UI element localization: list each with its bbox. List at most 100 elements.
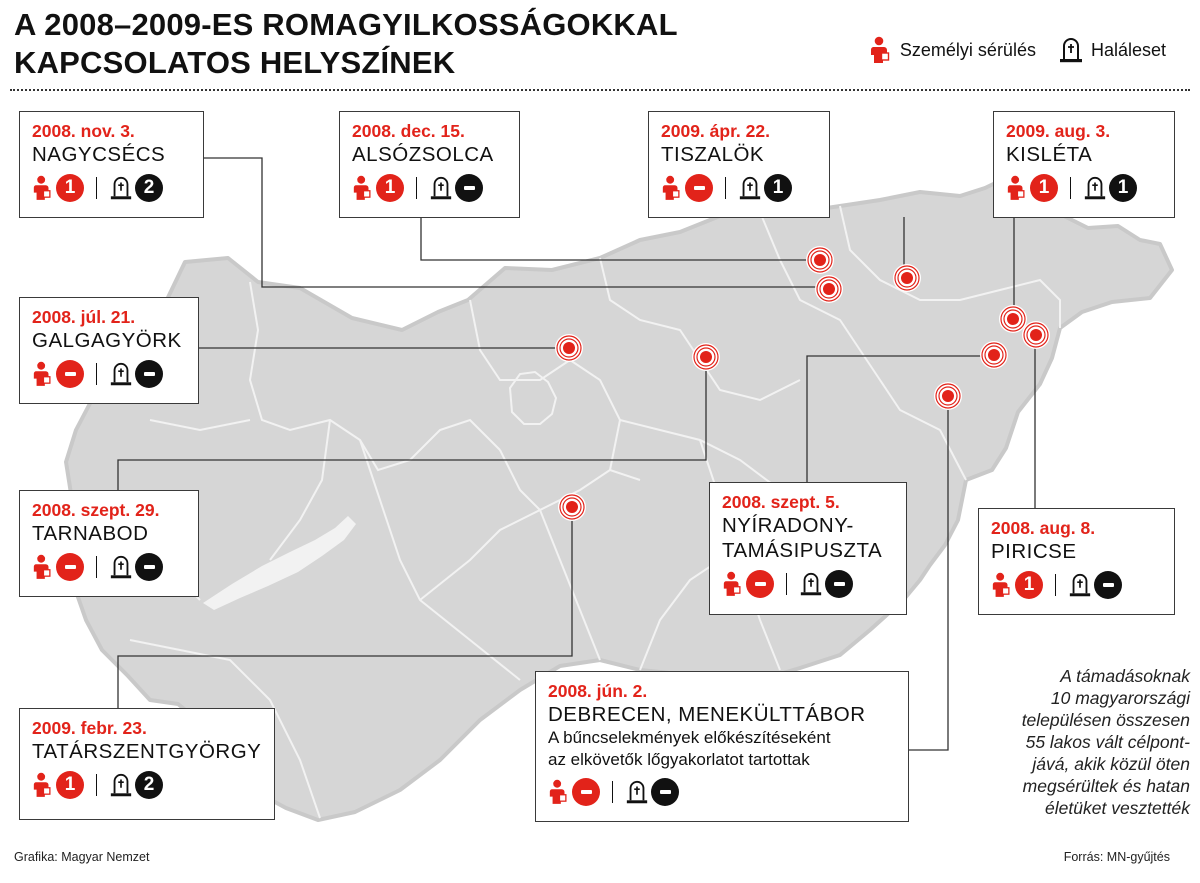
incident-place: NAGYCSÉCS bbox=[32, 143, 166, 166]
incident-date: 2008. júl. 21. bbox=[32, 307, 136, 327]
stat-separator bbox=[96, 177, 97, 199]
injury-stat bbox=[32, 360, 84, 388]
death-count bbox=[651, 778, 679, 806]
card-kisleta: 2009. aug. 3. KISLÉTA 1 1 bbox=[993, 111, 1175, 218]
card-galgagyork: 2008. júl. 21. GALGAGYÖRK bbox=[19, 297, 199, 404]
summary-line-1: A támadásoknak bbox=[1060, 666, 1190, 686]
death-stat bbox=[109, 553, 163, 581]
death-stat: 2 bbox=[109, 174, 163, 202]
death-count bbox=[1094, 571, 1122, 599]
location-markers bbox=[555, 246, 1050, 521]
incident-place: GALGAGYÖRK bbox=[32, 329, 182, 352]
incident-stats: 1 2 bbox=[32, 771, 260, 799]
summary-line-4: 55 lakos vált célpont- bbox=[1025, 732, 1190, 752]
marker-galgagyork bbox=[555, 334, 583, 362]
incident-date: 2008. nov. 3. bbox=[32, 121, 135, 141]
injury-stat: 1 bbox=[32, 174, 84, 202]
marker-tarnabod bbox=[692, 343, 720, 371]
title-divider bbox=[10, 89, 1190, 91]
stat-separator bbox=[96, 556, 97, 578]
injury-count: 1 bbox=[1015, 571, 1043, 599]
incident-date: 2008. dec. 15. bbox=[352, 121, 465, 141]
lake-balaton bbox=[203, 516, 356, 610]
incident-stats: 1 bbox=[352, 174, 505, 202]
injured-person-icon bbox=[32, 554, 54, 580]
incident-date: 2008. szept. 29. bbox=[32, 500, 160, 520]
card-tiszalok: 2009. ápr. 22. TISZALÖK 1 bbox=[648, 111, 830, 218]
legend-death-label: Haláleset bbox=[1090, 39, 1166, 60]
injury-count bbox=[685, 174, 713, 202]
summary-line-7: életüket vesztették bbox=[1045, 798, 1190, 818]
incident-note-line-1: A bűncselekmények előkészítéseként bbox=[548, 728, 831, 747]
stat-separator bbox=[612, 781, 613, 803]
stat-separator bbox=[1055, 574, 1056, 596]
injured-person-icon bbox=[722, 571, 744, 597]
incident-place: TATÁRSZENTGYÖRGY bbox=[32, 740, 262, 763]
card-alsozsolca: 2008. dec. 15. ALSÓZSOLCA 1 bbox=[339, 111, 520, 218]
card-tarnabod: 2008. szept. 29. TARNABOD bbox=[19, 490, 199, 597]
injured-person-icon bbox=[991, 572, 1013, 598]
card-nagycsecs: 2008. nov. 3. NAGYCSÉCS 1 2 bbox=[19, 111, 204, 218]
incident-date: 2009. ápr. 22. bbox=[661, 121, 770, 141]
death-count: 1 bbox=[1109, 174, 1137, 202]
incident-place: KISLÉTA bbox=[1006, 143, 1093, 166]
stat-separator bbox=[96, 363, 97, 385]
death-count bbox=[135, 360, 163, 388]
marker-kisleta bbox=[999, 305, 1027, 333]
incident-place: DEBRECEN, MENEKÜLTTÁBOR bbox=[548, 703, 866, 726]
stat-separator bbox=[416, 177, 417, 199]
injured-person-icon bbox=[661, 175, 683, 201]
marker-tiszalok bbox=[893, 264, 921, 292]
injury-count bbox=[56, 553, 84, 581]
death-stat: 1 bbox=[738, 174, 792, 202]
incident-place-line-2: TAMÁSIPUSZTA bbox=[722, 539, 883, 562]
gravestone-icon bbox=[109, 772, 133, 798]
injury-count bbox=[572, 778, 600, 806]
summary-line-5: jává, akik közül öten bbox=[1032, 754, 1190, 774]
card-nyiradony: 2008. szept. 5. NYÍRADONY- TAMÁSIPUSZTA bbox=[709, 482, 907, 615]
death-count bbox=[825, 570, 853, 598]
incident-stats bbox=[32, 553, 184, 581]
incident-place: PIRICSE bbox=[991, 540, 1077, 563]
incident-stats: 1 bbox=[991, 571, 1160, 599]
incident-place: NYÍRADONY- bbox=[722, 514, 854, 537]
incident-place: ALSÓZSOLCA bbox=[352, 143, 494, 166]
incident-date: 2008. szept. 5. bbox=[722, 492, 840, 512]
summary-line-2: 10 magyarországi bbox=[1050, 688, 1190, 708]
injury-stat: 1 bbox=[991, 571, 1043, 599]
summary-line-6: megsérültek és hatan bbox=[1022, 776, 1190, 796]
marker-piricse bbox=[1022, 321, 1050, 349]
death-count: 2 bbox=[135, 771, 163, 799]
death-stat bbox=[625, 778, 679, 806]
stat-separator bbox=[1070, 177, 1071, 199]
injured-person-icon bbox=[869, 36, 900, 64]
gravestone-icon bbox=[429, 175, 453, 201]
incident-note-line-2: az elkövetők lőgyakorlatot tartottak bbox=[548, 750, 810, 769]
data-source: Forrás: MN-gyűjtés bbox=[1063, 850, 1170, 864]
stat-separator bbox=[96, 774, 97, 796]
death-stat bbox=[799, 570, 853, 598]
marker-nagycsecs bbox=[815, 275, 843, 303]
stat-separator bbox=[725, 177, 726, 199]
incident-place: TARNABOD bbox=[32, 522, 149, 545]
card-piricse: 2008. aug. 8. PIRICSE 1 bbox=[978, 508, 1175, 615]
death-stat bbox=[429, 174, 483, 202]
death-stat bbox=[109, 360, 163, 388]
incident-date: 2008. jún. 2. bbox=[548, 681, 648, 701]
injured-person-icon bbox=[548, 779, 570, 805]
injury-count bbox=[746, 570, 774, 598]
card-debrecen: 2008. jún. 2. DEBRECEN, MENEKÜLTTÁBOR A … bbox=[535, 671, 909, 822]
injury-stat bbox=[661, 174, 713, 202]
injured-person-icon bbox=[1006, 175, 1028, 201]
incident-stats bbox=[548, 778, 894, 806]
title-line-2: KAPCSOLATOS HELYSZÍNEK bbox=[14, 45, 456, 80]
injury-count bbox=[56, 360, 84, 388]
incident-stats: 1 1 bbox=[1006, 174, 1160, 202]
injured-person-icon bbox=[32, 361, 54, 387]
marker-debrecen bbox=[934, 382, 962, 410]
incident-stats bbox=[722, 570, 892, 598]
legend-death: Haláleset bbox=[1058, 36, 1166, 64]
injured-person-icon bbox=[32, 772, 54, 798]
title-line-1: A 2008–2009-ES ROMAGYILKOSSÁGOKKAL bbox=[14, 7, 678, 42]
graphic-credit: Grafika: Magyar Nemzet bbox=[14, 850, 150, 864]
